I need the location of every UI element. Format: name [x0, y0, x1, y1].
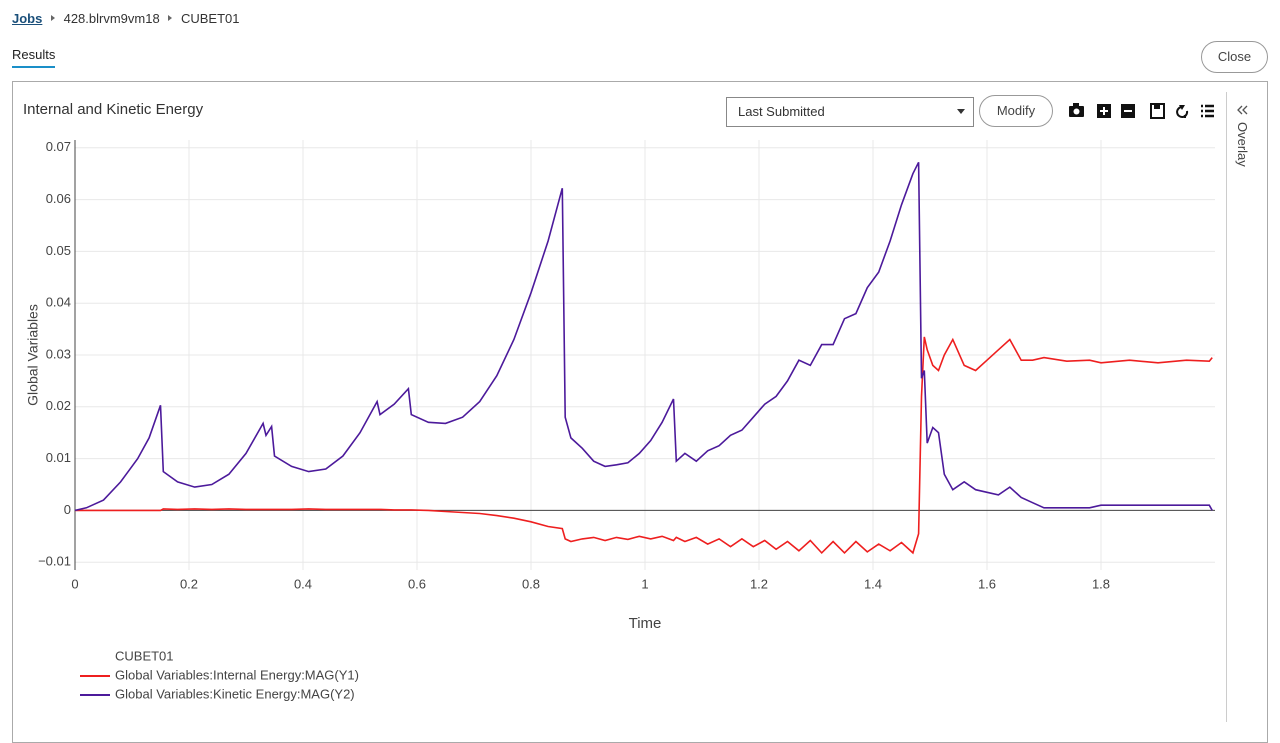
series-line	[74, 161, 1213, 512]
breadcrumb-link[interactable]: Jobs	[12, 11, 43, 26]
save-icon[interactable]	[1150, 103, 1165, 119]
x-tick-label: 0.4	[294, 576, 312, 591]
x-tick-label: 0.2	[180, 576, 198, 591]
y-tick-label: 0.02	[46, 398, 71, 413]
legend-title: CUBET01	[115, 648, 174, 663]
x-tick-label: 0	[71, 576, 78, 591]
y-tick-label: −0.01	[38, 554, 71, 569]
y-tick-label: 0.05	[46, 243, 71, 258]
y-tick-label: 0.04	[46, 295, 71, 310]
legend-label: Global Variables:Internal Energy:MAG(Y1)	[115, 667, 359, 682]
x-tick-label: 1.6	[978, 576, 996, 591]
breadcrumb-item[interactable]: 428.blrvm9vm18	[63, 11, 160, 26]
zoom-out-icon[interactable]	[1121, 104, 1135, 118]
dropdown-arrow	[957, 109, 965, 114]
chevron	[168, 15, 173, 21]
list-icon[interactable]	[1201, 104, 1214, 118]
modify-button[interactable]: Modify	[979, 95, 1053, 127]
toolbar	[1069, 103, 1214, 119]
panel-title: Internal and Kinetic Energy	[23, 101, 204, 118]
x-tick-label: 1.2	[750, 576, 768, 591]
breadcrumb-item: CUBET01	[180, 11, 240, 26]
side-panel-label[interactable]: Overlay	[1235, 122, 1250, 167]
x-tick-label: 1.8	[1092, 576, 1110, 591]
x-tick-label: 0.6	[408, 576, 426, 591]
x-tick-label: 0.8	[522, 576, 540, 591]
zoom-in-icon[interactable]	[1097, 104, 1111, 118]
close-button[interactable]: Close	[1201, 41, 1268, 73]
reset-icon[interactable]	[1176, 105, 1189, 118]
tab[interactable]: Results	[12, 47, 56, 68]
y-tick-label: 0.07	[46, 139, 71, 154]
y-tick-label: 0.06	[46, 191, 71, 206]
chart: Time Global Variables CUBET01 0 0.2 0.4 0.6…	[25, 139, 1215, 701]
page: Jobs 428.blrvm9vm18 CUBET01 Results Clos…	[12, 11, 1268, 743]
y-axis-title: Global Variables	[25, 304, 41, 406]
y-tick-label: 0.03	[46, 346, 71, 361]
x-tick-label: 1	[641, 576, 648, 591]
collapse-icon[interactable]	[1236, 104, 1250, 116]
x-tick-label: 1.4	[864, 576, 882, 591]
chevron	[50, 15, 55, 21]
divider	[1226, 92, 1227, 722]
x-axis-title: Time	[629, 615, 662, 632]
dropdown-value: Last Submitted	[738, 104, 825, 119]
camera-icon[interactable]	[1069, 103, 1084, 117]
legend-label: Global Variables:Kinetic Energy:MAG(Y2)	[115, 686, 355, 701]
series-line	[75, 336, 1213, 555]
dropdown[interactable]: Last Submitted	[726, 97, 974, 127]
y-tick-label: 0	[64, 502, 71, 517]
breadcrumb: Jobs 428.blrvm9vm18 CUBET01	[12, 11, 239, 26]
y-tick-label: 0.01	[46, 450, 71, 465]
